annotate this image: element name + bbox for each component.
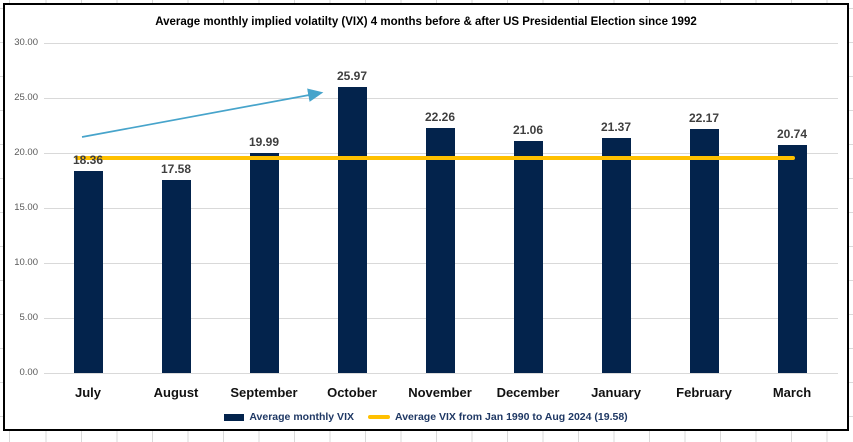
bar-november <box>425 128 455 373</box>
gridline-25.00 <box>44 97 838 99</box>
plot-area: 30.00 25.00 20.00 15.00 10.00 5.00 0.00 18.36 17… <box>14 37 845 378</box>
y-axis-tick-30.00: 30.00 <box>14 37 38 48</box>
vix-chart[interactable]: Average monthly implied volatilty (VIX) … <box>3 3 849 431</box>
value-label-december: 21.06 <box>512 123 544 138</box>
y-axis-tick-5.00: 5.00 <box>19 312 39 323</box>
bar-january <box>601 137 631 373</box>
legend-label-bar-series: Average monthly VIX <box>249 411 354 423</box>
bar-september <box>249 153 279 373</box>
bar-october <box>337 87 367 373</box>
value-label-july: 18.36 <box>72 153 104 168</box>
chart-title: Average monthly implied volatilty (VIX) … <box>155 16 697 28</box>
legend-item-reference-line: Average VIX from Jan 1990 to Aug 2024 (1… <box>368 411 628 423</box>
value-label-august: 17.58 <box>160 161 192 176</box>
x-axis-label-july: July <box>74 385 101 400</box>
x-axis-label-august: August <box>153 385 199 400</box>
y-axis-tick-15.00: 15.00 <box>14 202 38 213</box>
legend-line-swatch-icon <box>368 415 390 419</box>
y-axis-tick-25.00: 25.00 <box>14 92 38 103</box>
x-axis-label-february: February <box>676 385 732 400</box>
value-label-september: 19.99 <box>248 135 280 150</box>
legend-label-reference-line: Average VIX from Jan 1990 to Aug 2024 (1… <box>395 411 628 423</box>
bar-december <box>513 141 543 373</box>
legend-bar-swatch-icon <box>224 413 245 421</box>
bar-july <box>73 171 103 373</box>
x-axis-label-december: December <box>496 385 560 400</box>
annotation-arrow-icon <box>81 88 324 138</box>
y-axis-tick-20.00: 20.00 <box>14 147 38 158</box>
x-axis-label-january: January <box>591 385 641 400</box>
bar-march <box>777 144 807 373</box>
value-label-october: 25.97 <box>336 69 368 84</box>
value-label-february: 22.17 <box>688 111 720 126</box>
x-axis-label-march: March <box>772 385 812 400</box>
bar-february <box>689 129 719 373</box>
value-label-november: 22.26 <box>424 110 456 125</box>
y-axis-tick-0.00: 0.00 <box>19 367 39 378</box>
x-axis: July August September October November Decemb… <box>44 385 845 401</box>
x-axis-label-september: September <box>230 385 298 400</box>
value-label-march: 20.74 <box>776 126 808 141</box>
bar-august <box>161 179 191 373</box>
x-axis-label-october: October <box>327 385 377 400</box>
legend-item-bar-series: Average monthly VIX <box>224 411 354 423</box>
reference-line-average-vix <box>75 155 795 160</box>
x-axis-label-november: November <box>408 385 472 400</box>
value-label-january: 21.37 <box>600 119 632 134</box>
legend: Average monthly VIX Average VIX from Jan… <box>5 409 847 425</box>
y-axis-tick-10.00: 10.00 <box>14 257 38 268</box>
gridline-30.00 <box>44 42 838 44</box>
gridline-0.00 <box>44 372 838 374</box>
